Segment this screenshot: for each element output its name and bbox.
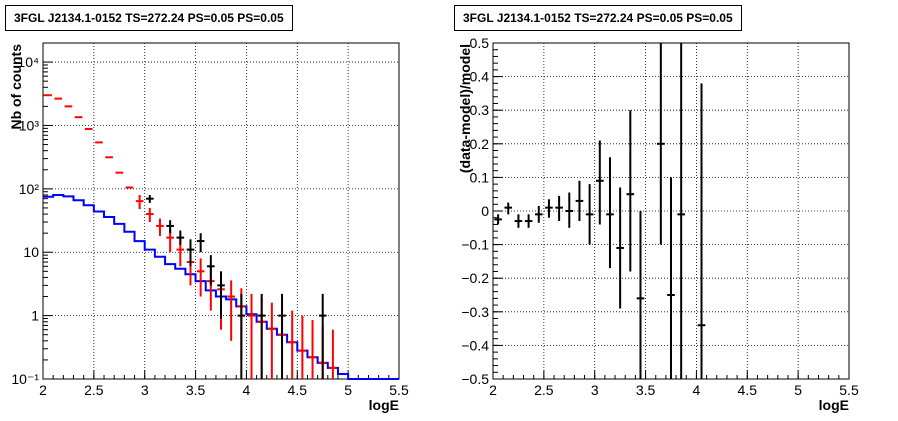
y-tick-label: −0.2 — [461, 270, 489, 286]
y-tick-label: 1 — [31, 308, 39, 324]
residuals-data-marks — [494, 43, 706, 379]
y-tick-label: 0.4 — [470, 69, 490, 85]
x-tick-label: 3 — [591, 382, 599, 398]
y-tick-label: 10² — [19, 181, 40, 197]
counts-chart-title: 3FGL J2134.1-0152 TS=272.24 PS=0.05 PS=0… — [5, 5, 293, 31]
y-tick-label: −0.4 — [461, 337, 489, 353]
counts-axis-ticks: 2 2.5 3 3.5 4 4.5 5 5.5 10⁻¹ 1 10 10² 10³ 10⁴ — [11, 54, 409, 398]
x-tick-label: 3.5 — [636, 382, 656, 398]
x-tick-label: 4.5 — [738, 382, 758, 398]
counts-x-axis-label: logE — [369, 397, 399, 413]
counts-data-marks — [43, 94, 399, 380]
residuals-chart-title: 3FGL J2134.1-0152 TS=272.24 PS=0.05 PS=0… — [454, 5, 742, 31]
residuals-y-axis-label: (data-model)/model — [457, 44, 473, 173]
x-tick-label: 4.5 — [288, 382, 308, 398]
y-tick-label: 10⁻¹ — [11, 371, 39, 387]
y-tick-label: −0.1 — [461, 237, 489, 253]
y-tick-label: 0.5 — [470, 35, 490, 51]
x-tick-label: 3 — [141, 382, 149, 398]
x-tick-label: 4 — [693, 382, 701, 398]
residuals-panel: 2 2.5 3 3.5 4 4.5 5 5.5 −0.5 −0.4 −0.3 −0.2 −0.1 0 0.1… — [457, 35, 859, 413]
x-tick-label: 2 — [39, 382, 47, 398]
x-tick-label: 5 — [344, 382, 352, 398]
x-tick-label: 2.5 — [534, 382, 554, 398]
residuals-x-axis-label: logE — [819, 397, 849, 413]
counts-panel: 2 2.5 3 3.5 4 4.5 5 5.5 10⁻¹ 1 10 10² 10³ 10⁴ logE Nb… — [8, 42, 409, 413]
y-tick-label: 0.1 — [470, 169, 490, 185]
y-tick-label: 10⁴ — [17, 54, 39, 70]
y-tick-label: −0.5 — [461, 371, 489, 387]
x-tick-label: 5.5 — [839, 382, 859, 398]
x-tick-label: 3.5 — [186, 382, 206, 398]
x-tick-label: 4 — [243, 382, 251, 398]
x-tick-label: 2 — [489, 382, 497, 398]
x-tick-label: 5.5 — [389, 382, 409, 398]
counts-y-axis-label: Nb of counts — [8, 44, 24, 130]
x-tick-label: 2.5 — [84, 382, 104, 398]
y-tick-label: 10 — [23, 244, 39, 260]
y-tick-label: 0 — [481, 203, 489, 219]
counts-plot-frame — [42, 42, 400, 380]
x-tick-label: 5 — [794, 382, 802, 398]
y-tick-label: 0.2 — [470, 136, 490, 152]
y-tick-label: −0.3 — [461, 304, 489, 320]
y-tick-label: 0.3 — [470, 102, 490, 118]
residuals-axis-ticks: 2 2.5 3 3.5 4 4.5 5 5.5 −0.5 −0.4 −0.3 −0.2 −0.1 0 0.1… — [461, 35, 859, 398]
y-tick-label: 10³ — [19, 117, 40, 133]
